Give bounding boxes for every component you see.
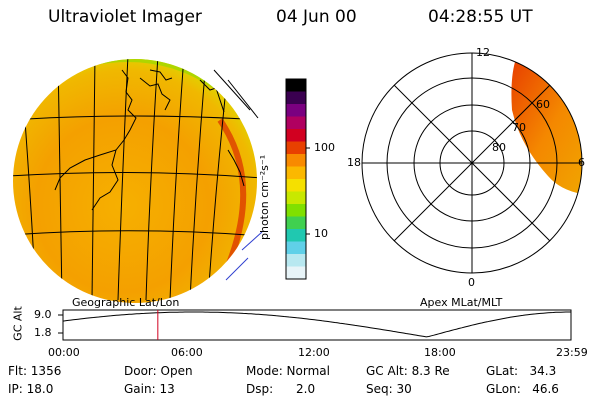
timeline-xtick-2359: 23:59 <box>556 346 588 359</box>
geographic-panel-label: Geographic Lat/Lon <box>72 296 180 309</box>
geographic-globe <box>13 59 263 303</box>
info-ip: IP: 18.0 <box>8 382 54 396</box>
colorbar-stripe <box>286 104 306 117</box>
colorbar-stripe <box>286 141 306 155</box>
info-dsp: Dsp: 2.0 <box>246 382 316 396</box>
colorbar-stripe <box>286 154 306 167</box>
orbit-altitude-curve <box>62 311 571 338</box>
polar-plot <box>361 52 583 274</box>
mlt-label-6: 6 <box>578 156 585 169</box>
auroral-oval <box>511 61 582 194</box>
time-label: 04:28:55 UT <box>428 7 533 27</box>
mlat-label-60: 60 <box>536 98 550 111</box>
info-gain: Gain: 13 <box>124 382 175 396</box>
info-gcalt: GC Alt: 8.3 Re <box>366 364 450 378</box>
colorbar-stripe <box>286 266 306 280</box>
timeline-xtick-0600: 06:00 <box>171 346 203 359</box>
mlat-label-70: 70 <box>512 121 526 134</box>
colorbar-stripe <box>286 166 306 180</box>
colorbar-stripes <box>286 79 306 280</box>
timeline-xtick-1200: 12:00 <box>298 346 330 359</box>
info-seq: Seq: 30 <box>366 382 412 396</box>
mlt-label-0: 0 <box>468 276 475 289</box>
latitude-lines <box>13 115 257 237</box>
instrument-title: Ultraviolet Imager <box>48 7 202 27</box>
colorbar-stripe <box>286 129 306 142</box>
colorbar-stripe <box>286 191 306 205</box>
colorbar-stripe <box>286 254 306 267</box>
globe-disk <box>13 59 257 303</box>
info-flt: Flt: 1356 <box>8 364 62 378</box>
colorbar-stripe <box>286 116 306 130</box>
mlat-label-80: 80 <box>492 141 506 154</box>
colorbar <box>285 78 310 280</box>
colorbar-stripe <box>286 216 306 230</box>
colorbar-stripe <box>286 241 306 255</box>
colorbar-frame <box>285 78 307 280</box>
colorbar-label-10: 10 <box>314 227 328 240</box>
timeline-frame <box>62 309 572 341</box>
mlt-label-18: 18 <box>347 156 361 169</box>
colorbar-stripe <box>286 229 306 242</box>
timeline-xtick-0000: 00:00 <box>48 346 80 359</box>
date-label: 04 Jun 00 <box>276 7 357 27</box>
timeline-plot <box>58 309 572 341</box>
info-glat: GLat: 34.3 <box>486 364 557 378</box>
timeline-xtick-1800: 18:00 <box>424 346 456 359</box>
colorbar-label-100: 100 <box>314 141 335 154</box>
timeline-ytick-low: 1.8 <box>34 326 52 339</box>
mlt-label-12: 12 <box>476 46 490 59</box>
info-mode: Mode: Normal <box>246 364 330 378</box>
colorbar-stripe <box>286 204 306 217</box>
colorbar-stripe <box>286 91 306 105</box>
info-glon: GLon: 46.6 <box>486 382 559 396</box>
colorbar-stripe <box>286 79 306 92</box>
info-door: Door: Open <box>124 364 193 378</box>
colorbar-stripe <box>286 179 306 192</box>
timeline-axis-label: GC Alt <box>11 306 25 341</box>
apex-panel-label: Apex MLat/MLT <box>420 296 503 309</box>
timeline-ytick-high: 9.0 <box>34 308 52 321</box>
colorbar-unit-label: photon cm⁻²s⁻¹ <box>258 154 271 240</box>
